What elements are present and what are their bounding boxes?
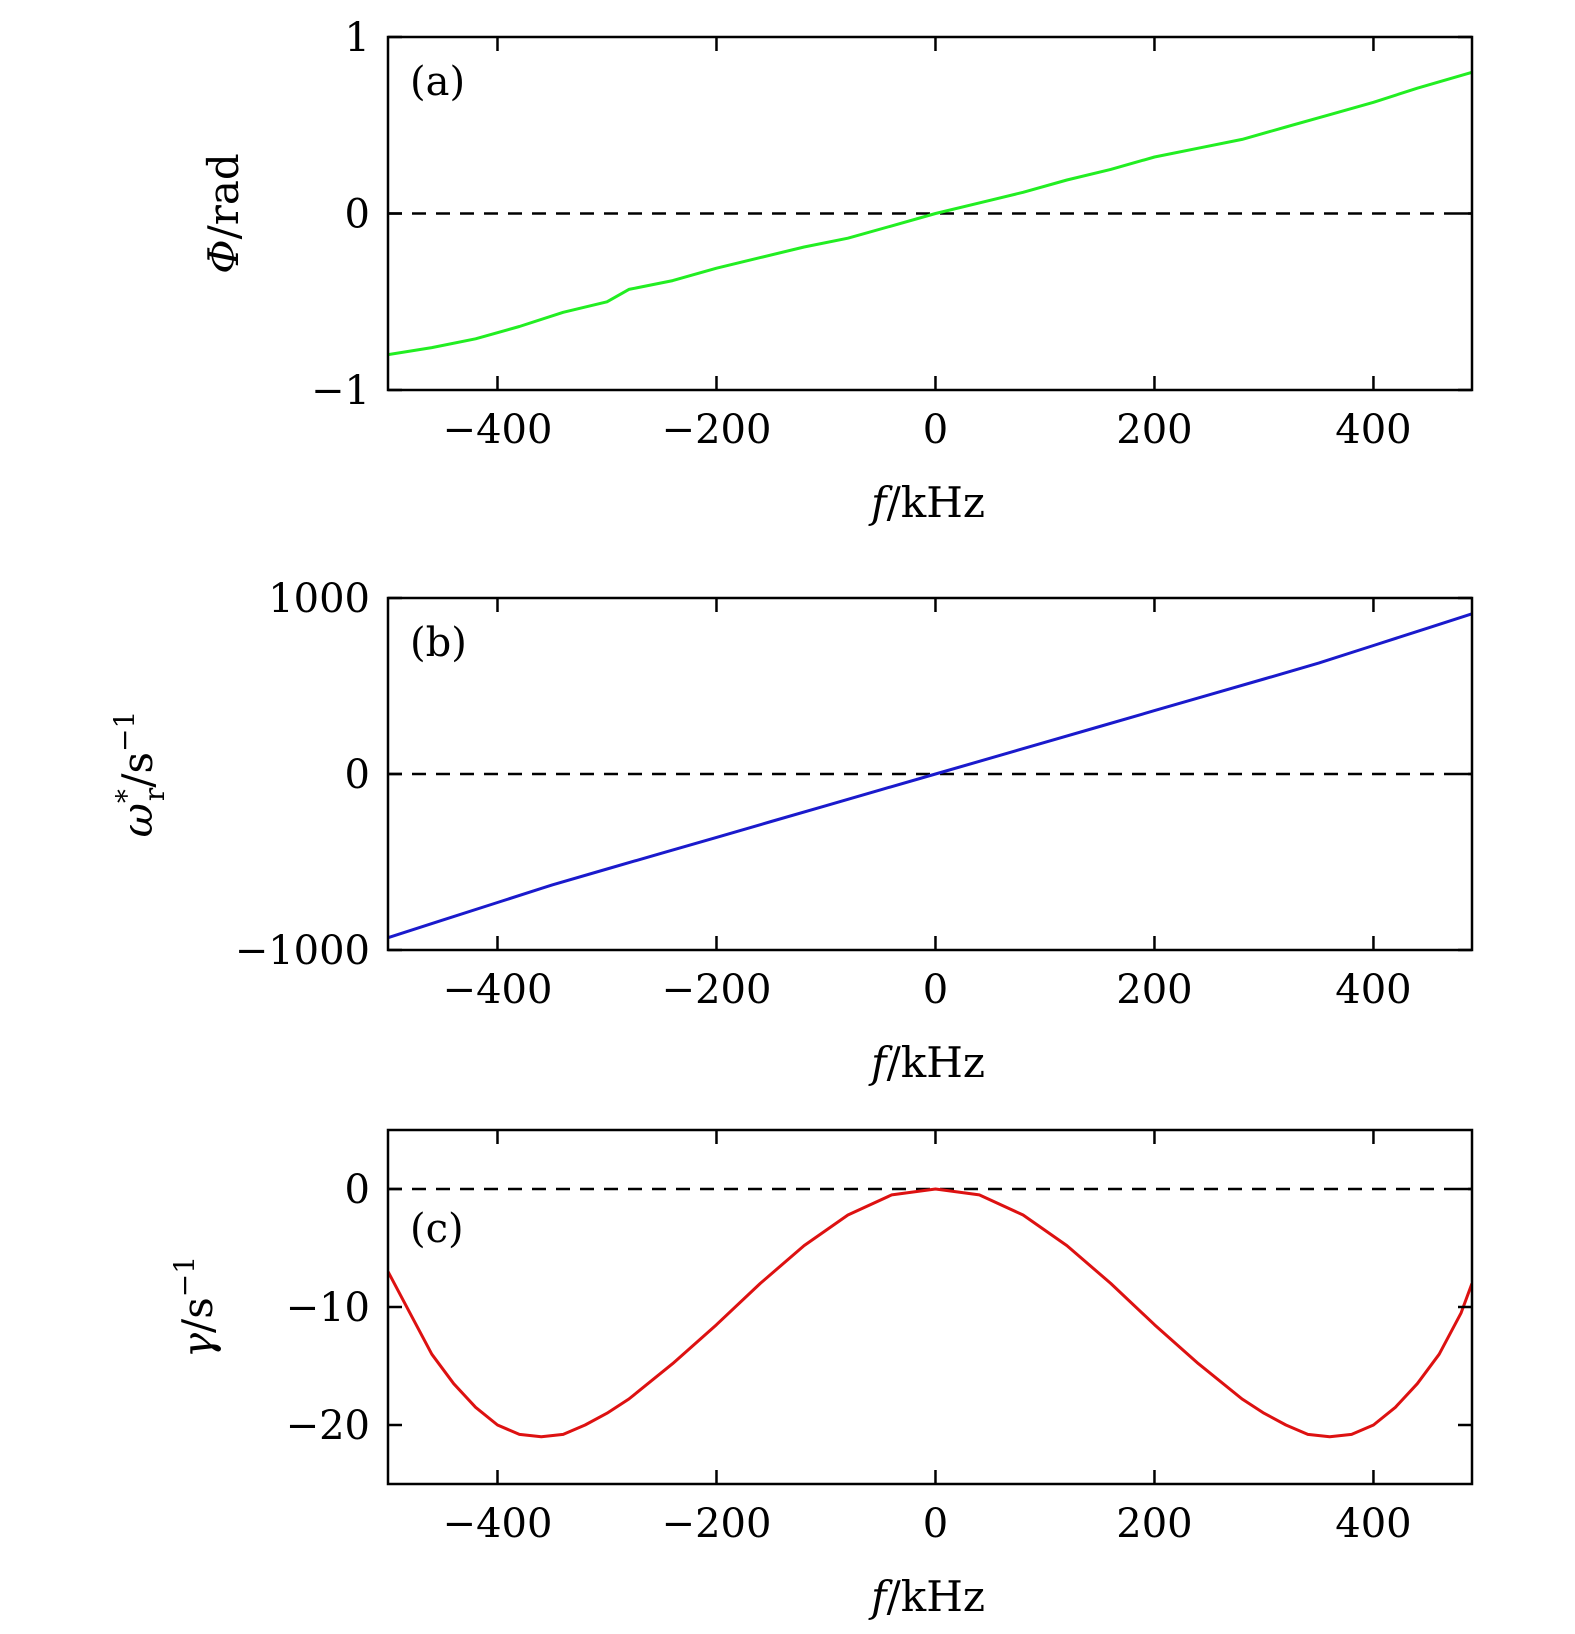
plot-frame — [386, 1128, 1474, 1486]
x-tick-label: −400 — [443, 407, 553, 453]
y-tick-label: 0 — [345, 1167, 370, 1213]
panel-label: (c) — [410, 1206, 464, 1252]
panel-a: −400 −200 0 200 400 −1 0 1 (a) f/kHz Φ/rad — [199, 15, 1474, 527]
y-tick-label: −1000 — [235, 928, 370, 974]
x-tick-label: 0 — [923, 1501, 948, 1547]
x-tick-label: −200 — [662, 407, 772, 453]
x-tick-label: 400 — [1335, 407, 1411, 453]
series-line-Phi — [388, 70, 1472, 357]
x-tick-label: 400 — [1335, 1501, 1411, 1547]
panel-c: −400 −200 0 200 400 −20 −10 0 (c) f/kHz γ/s−1 — [168, 1128, 1474, 1621]
x-tick-label: 400 — [1335, 967, 1411, 1013]
x-axis-label: f/kHz — [868, 1038, 985, 1087]
series-line-omega_r — [388, 612, 1472, 940]
x-tick-label: 200 — [1116, 967, 1192, 1013]
x-tick-label: 200 — [1116, 407, 1192, 453]
y-tick-label: 1000 — [268, 576, 370, 622]
series-line-gamma — [388, 1187, 1472, 1439]
x-axis-label: f/kHz — [868, 478, 985, 527]
x-tick-label: −200 — [662, 967, 772, 1013]
panel-b: −400 −200 0 200 400 −1000 0 1000 (b) f/kHz ω*r/s−1 — [108, 576, 1474, 1087]
panel-label: (b) — [410, 620, 467, 666]
x-tick-label: −200 — [662, 1501, 772, 1547]
x-tick-label: −400 — [443, 967, 553, 1013]
panel-label: (a) — [410, 59, 465, 105]
y-tick-label: −10 — [286, 1285, 370, 1331]
y-tick-label: 0 — [345, 752, 370, 798]
x-axis-label: f/kHz — [868, 1572, 985, 1621]
y-tick-label: −1 — [311, 368, 370, 414]
y-tick-label: −20 — [286, 1403, 370, 1449]
x-tick-label: 0 — [923, 967, 948, 1013]
y-tick-label: 1 — [345, 15, 370, 61]
y-axis-label: Φ/rad — [199, 153, 248, 274]
y-axis-label: ω*r/s−1 — [108, 711, 171, 838]
x-tick-label: −400 — [443, 1501, 553, 1547]
x-tick-label: 0 — [923, 407, 948, 453]
y-tick-label: 0 — [345, 192, 370, 238]
x-tick-label: 200 — [1116, 1501, 1192, 1547]
y-axis-label: γ/s−1 — [168, 1256, 222, 1358]
